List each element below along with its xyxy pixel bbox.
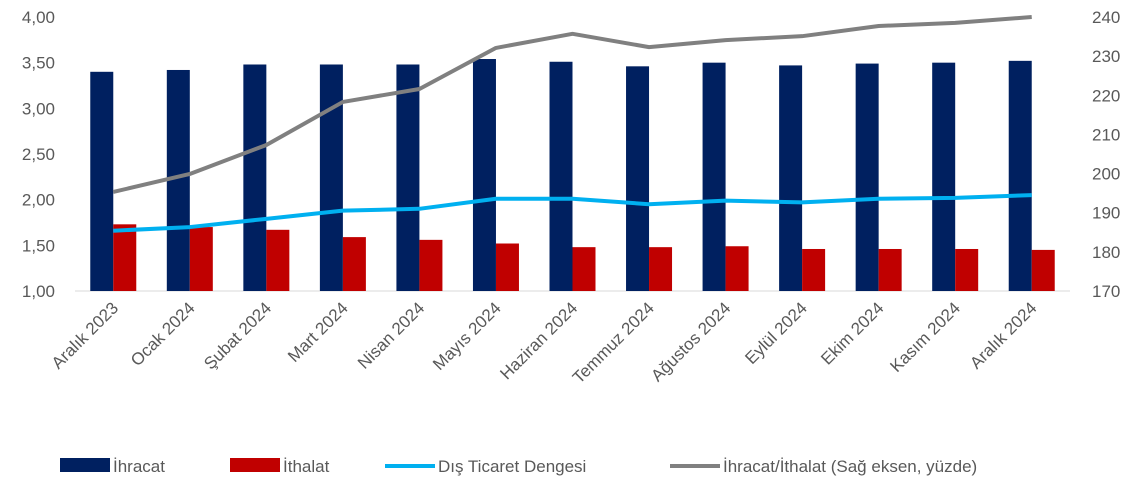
x-tick-label: Haziran 2024 — [496, 298, 581, 383]
bar — [725, 246, 749, 291]
bar — [549, 61, 573, 292]
legend-label: Dış Ticaret Dengesi — [438, 457, 586, 476]
bar — [779, 65, 803, 291]
bar — [649, 247, 673, 291]
x-tick-label: Ağustos 2024 — [647, 298, 734, 385]
legend-swatch — [230, 458, 280, 472]
y2-tick-label: 170 — [1092, 282, 1120, 301]
x-tick-label: Aralık 2023 — [48, 298, 122, 372]
x-tick-label: Ocak 2024 — [127, 298, 199, 370]
bar — [166, 69, 190, 292]
y2-tick-label: 180 — [1092, 243, 1120, 262]
bar — [855, 63, 879, 291]
legend-label: İthalat — [283, 457, 330, 476]
bar — [1008, 60, 1032, 292]
bar — [266, 229, 290, 291]
line — [113, 193, 1032, 233]
legend-swatch — [60, 458, 110, 472]
x-tick-label: Kasım 2024 — [886, 298, 964, 376]
bar — [419, 239, 443, 291]
bar — [113, 224, 137, 291]
bar — [932, 62, 956, 291]
bar — [396, 64, 420, 291]
y-tick-label: 2,00 — [22, 191, 55, 210]
bar — [342, 237, 366, 291]
y2-tick-label: 200 — [1092, 165, 1120, 184]
y-tick-label: 1,00 — [22, 282, 55, 301]
bar — [955, 248, 979, 291]
x-tick-label: Şubat 2024 — [200, 298, 275, 373]
y2-tick-label: 190 — [1092, 204, 1120, 223]
bar — [243, 64, 267, 291]
bar — [878, 248, 902, 291]
y-tick-label: 2,50 — [22, 145, 55, 164]
legend-label: İhracat/İthalat (Sağ eksen, yüzde) — [723, 457, 977, 476]
x-tick-label: Nisan 2024 — [354, 298, 428, 372]
y2-tick-label: 220 — [1092, 86, 1120, 105]
x-tick-label: Aralık 2024 — [966, 298, 1040, 372]
x-tick-label: Mayıs 2024 — [429, 298, 505, 374]
bar — [1031, 249, 1055, 291]
bar — [189, 227, 213, 291]
x-tick-label: Eylül 2024 — [741, 298, 811, 368]
y2-tick-label: 210 — [1092, 125, 1120, 144]
y-tick-label: 3,50 — [22, 54, 55, 73]
y2-tick-label: 240 — [1092, 8, 1120, 27]
bar — [319, 64, 343, 291]
bar — [90, 71, 114, 291]
x-tick-label: Mart 2024 — [284, 298, 352, 366]
x-tick-label: Temmuz 2024 — [569, 298, 658, 387]
y-tick-label: 4,00 — [22, 8, 55, 27]
legend-label: İhracat — [113, 457, 165, 476]
bar — [572, 247, 596, 291]
line — [112, 15, 1032, 194]
y2-tick-label: 230 — [1092, 47, 1120, 66]
bar — [702, 62, 726, 291]
x-tick-label: Ekim 2024 — [817, 298, 887, 368]
y-tick-label: 3,00 — [22, 99, 55, 118]
bar — [802, 248, 826, 291]
bar — [472, 59, 496, 291]
bar — [495, 243, 519, 291]
bar — [626, 66, 650, 291]
y-tick-label: 1,50 — [22, 236, 55, 255]
